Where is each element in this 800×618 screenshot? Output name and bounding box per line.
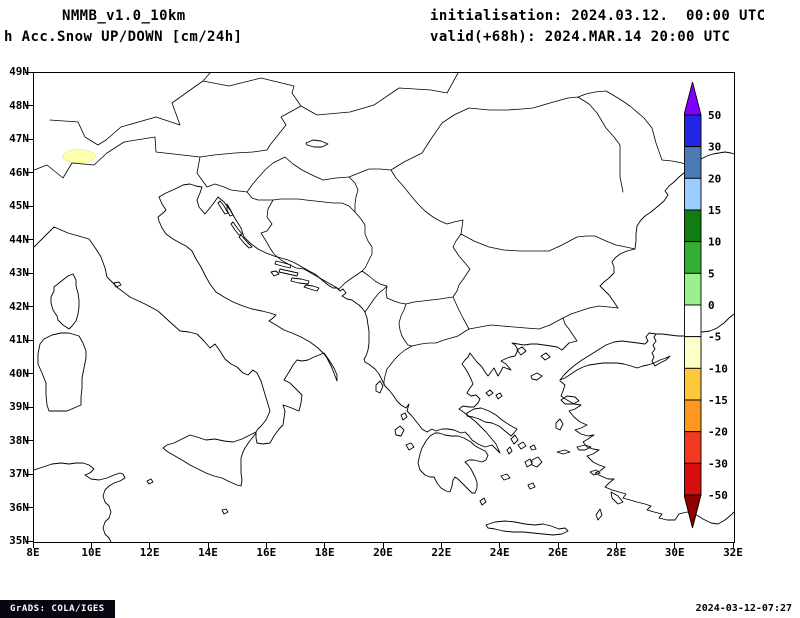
lat-tick bbox=[25, 205, 33, 207]
colorbar: 50 30 20 15 10 5 0 -5 -10 -15 -20 -30 -50 bbox=[683, 81, 754, 546]
colorbar-segment bbox=[684, 146, 702, 179]
lon-tick bbox=[149, 542, 151, 548]
colorbar-segment bbox=[684, 367, 702, 401]
lon-tick-label: 32E bbox=[723, 546, 743, 559]
colorbar-segment bbox=[684, 241, 702, 274]
colorbar-segment bbox=[684, 336, 702, 369]
lat-tick bbox=[25, 105, 33, 106]
lon-tick bbox=[324, 542, 326, 548]
model-name: NMMB_v1.0_10km bbox=[62, 8, 186, 24]
colorbar-label: -15 bbox=[708, 394, 728, 407]
colorbar-label: -50 bbox=[708, 489, 728, 502]
lat-tick bbox=[25, 373, 33, 374]
colorbar-label: 0 bbox=[708, 299, 715, 312]
snow-shading-patch bbox=[61, 148, 97, 164]
lat-tick-label: 37N bbox=[9, 467, 29, 480]
lat-tick-label: 48N bbox=[9, 98, 29, 112]
lon-tick bbox=[732, 542, 734, 548]
lat-tick-label: 45N bbox=[9, 199, 29, 212]
lat-tick bbox=[25, 272, 33, 274]
lon-tick-label: 12E bbox=[139, 546, 160, 559]
lon-tick-label: 20E bbox=[373, 546, 393, 559]
lon-tick bbox=[440, 542, 442, 548]
map-canvas bbox=[34, 73, 734, 542]
lon-tick-label: 22E bbox=[431, 546, 452, 559]
lat-tick-label: 40N bbox=[9, 366, 29, 380]
coastlines bbox=[34, 151, 734, 542]
colorbar-segment bbox=[684, 209, 702, 243]
creation-timestamp: 2024-03-12-07:27 bbox=[695, 603, 792, 614]
country-borders bbox=[34, 73, 691, 386]
lon-tick-label: 16E bbox=[256, 546, 277, 559]
lon-tick-label: 24E bbox=[489, 546, 510, 559]
lat-tick-label: 44N bbox=[9, 232, 29, 246]
colorbar-arrow-top bbox=[683, 81, 702, 116]
colorbar-label: -10 bbox=[708, 362, 728, 375]
colorbar-segment bbox=[684, 114, 702, 148]
lon-tick bbox=[499, 542, 501, 548]
lon-tick bbox=[674, 542, 676, 548]
init-time: initialisation: 2024.03.12. 00:00 UTC bbox=[430, 8, 766, 24]
islands bbox=[113, 200, 624, 521]
lat-tick-label: 49N bbox=[9, 65, 29, 78]
colorbar-label: 15 bbox=[708, 204, 721, 217]
lon-tick bbox=[382, 542, 384, 548]
lat-tick bbox=[25, 507, 33, 508]
lon-tick-label: 8E bbox=[26, 546, 40, 559]
lon-tick-label: 28E bbox=[606, 546, 627, 559]
lat-tick bbox=[25, 473, 33, 475]
product-title: h Acc.Snow UP/DOWN [cm/24h] bbox=[4, 29, 243, 45]
lat-tick bbox=[25, 406, 33, 408]
lat-tick-label: 39N bbox=[9, 400, 29, 413]
lat-tick-label: 42N bbox=[9, 299, 29, 313]
lon-tick-label: 18E bbox=[314, 546, 335, 559]
map-frame bbox=[33, 72, 735, 543]
lat-tick bbox=[25, 306, 33, 307]
lat-tick-label: 36N bbox=[9, 500, 29, 514]
colorbar-segment bbox=[684, 272, 702, 306]
lat-tick bbox=[25, 239, 33, 240]
lat-tick-label: 35N bbox=[9, 534, 29, 547]
lon-tick bbox=[90, 542, 92, 548]
lon-tick bbox=[557, 542, 559, 548]
lat-tick-label: 46N bbox=[9, 165, 29, 179]
lat-tick bbox=[25, 71, 33, 73]
lat-tick-label: 41N bbox=[9, 333, 29, 346]
lon-tick bbox=[615, 542, 617, 548]
lon-tick bbox=[32, 542, 34, 548]
colorbar-label: 30 bbox=[708, 141, 721, 154]
lat-tick bbox=[25, 339, 33, 341]
lat-tick bbox=[25, 138, 33, 140]
lake-balaton bbox=[305, 139, 329, 148]
colorbar-label: 10 bbox=[708, 236, 721, 249]
colorbar-segment bbox=[684, 462, 702, 496]
lon-tick bbox=[207, 542, 209, 548]
colorbar-segment bbox=[684, 399, 702, 433]
colorbar-segment bbox=[684, 304, 702, 338]
colorbar-segment bbox=[684, 177, 702, 211]
colorbar-label: -20 bbox=[708, 426, 728, 439]
colorbar-label: -5 bbox=[708, 331, 721, 344]
lon-tick-label: 10E bbox=[81, 546, 102, 559]
colorbar-label: 5 bbox=[708, 267, 715, 280]
colorbar-label: 50 bbox=[708, 109, 721, 122]
lat-tick-label: 43N bbox=[9, 266, 29, 279]
lon-tick bbox=[265, 542, 267, 548]
lon-tick-label: 30E bbox=[664, 546, 685, 559]
lon-tick-label: 14E bbox=[198, 546, 218, 559]
lat-tick-label: 47N bbox=[9, 132, 29, 145]
lat-tick bbox=[25, 540, 33, 542]
lon-tick-label: 26E bbox=[548, 546, 568, 559]
colorbar-label: 20 bbox=[708, 172, 721, 185]
grads-credit: GrADS: COLA/IGES bbox=[0, 600, 115, 618]
lat-tick bbox=[25, 440, 33, 441]
lat-tick bbox=[25, 172, 33, 173]
valid-time: valid(+68h): 2024.MAR.14 20:00 UTC bbox=[430, 29, 731, 45]
colorbar-segment bbox=[684, 431, 702, 464]
lat-tick-label: 38N bbox=[9, 433, 29, 447]
colorbar-label: -30 bbox=[708, 457, 728, 470]
colorbar-arrow-bottom bbox=[683, 494, 702, 529]
